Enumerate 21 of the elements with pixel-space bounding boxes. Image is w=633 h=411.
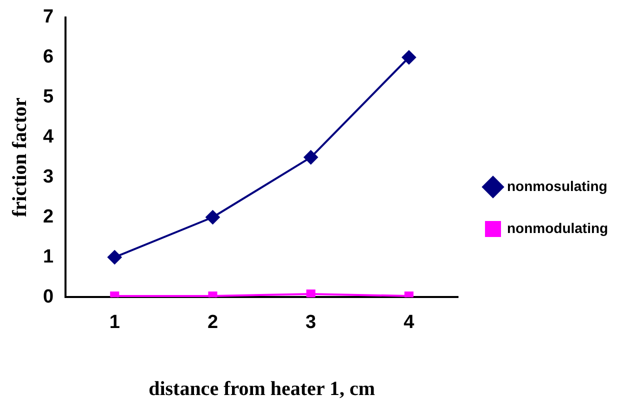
y-tick-label: 7 bbox=[42, 6, 54, 28]
x-tick-label: 4 bbox=[404, 312, 415, 333]
y-tick-label: 2 bbox=[42, 206, 54, 228]
y-axis-title: friction factor bbox=[9, 97, 32, 217]
y-tick-label: 5 bbox=[42, 86, 54, 108]
point bbox=[402, 50, 416, 64]
legend-label: nonmosulating bbox=[507, 178, 608, 194]
point bbox=[306, 289, 316, 298]
x-tick-label: 2 bbox=[207, 312, 218, 333]
y-tick-label: 4 bbox=[42, 126, 54, 148]
y-tick-label: 6 bbox=[42, 46, 54, 68]
x-tick-label: 3 bbox=[306, 312, 316, 333]
y-tick-label: 3 bbox=[42, 166, 54, 188]
legend-label: nonmodulating bbox=[507, 220, 608, 236]
y-tick-label: 0 bbox=[42, 286, 54, 308]
y-tick-label: 1 bbox=[42, 246, 54, 268]
point bbox=[304, 150, 318, 164]
x-axis-title: distance from heater 1, cm bbox=[148, 378, 376, 400]
point bbox=[206, 210, 220, 224]
x-tick-label: 1 bbox=[109, 312, 120, 333]
point bbox=[108, 250, 122, 264]
